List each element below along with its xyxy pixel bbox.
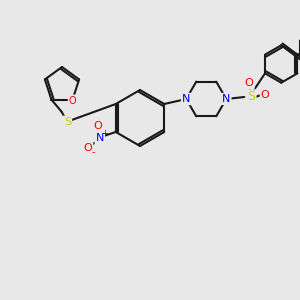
Text: N: N xyxy=(182,94,190,104)
Text: O: O xyxy=(83,143,92,153)
Text: O: O xyxy=(69,96,76,106)
Text: O: O xyxy=(261,90,270,100)
Text: -: - xyxy=(92,147,95,157)
Text: O: O xyxy=(93,121,102,131)
Text: O: O xyxy=(245,78,254,88)
Text: S: S xyxy=(247,91,255,103)
Text: N: N xyxy=(182,94,190,104)
Text: S: S xyxy=(64,117,71,127)
Text: N: N xyxy=(222,94,230,104)
Text: +: + xyxy=(101,130,108,139)
Text: N: N xyxy=(96,133,104,143)
